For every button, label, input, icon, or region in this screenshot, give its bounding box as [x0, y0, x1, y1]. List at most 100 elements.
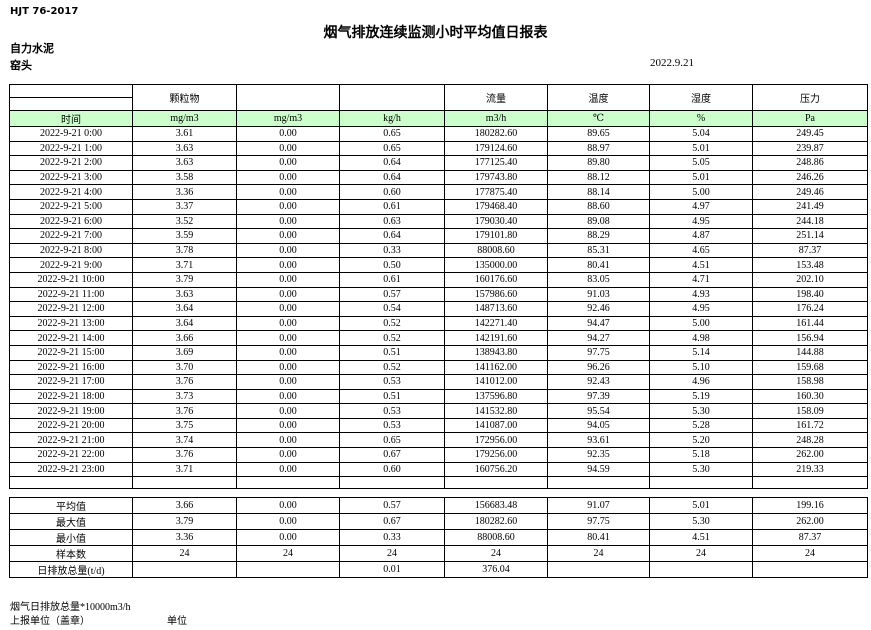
value-cell: 0.53: [339, 403, 445, 419]
row-label-cell: 2022-9-21 21:00: [9, 432, 133, 449]
row-label-cell: 2022-9-21 15:00: [9, 344, 133, 361]
empty-cell: [649, 476, 753, 490]
value-cell: 177875.40: [444, 184, 548, 200]
value-cell: 172956.00: [444, 432, 548, 449]
value-cell: 5.18: [649, 447, 753, 463]
value-cell: 0.50: [339, 257, 445, 273]
value-cell: 92.46: [547, 301, 650, 317]
value-cell: 0.51: [339, 344, 445, 361]
header-empty-cell-bottom: [9, 97, 133, 111]
value-cell: 0.00: [236, 344, 340, 361]
value-cell: 376.04: [444, 561, 548, 579]
value-cell: 3.63: [132, 155, 237, 171]
value-cell: 5.14: [649, 344, 753, 361]
value-cell: 97.75: [547, 344, 650, 361]
value-cell: 0.00: [236, 417, 340, 434]
value-cell: 88.60: [547, 198, 650, 215]
header-group-empty-2: [339, 84, 445, 111]
table-row: 2022-9-21 2:00 3.63 0.00 0.64 177125.40 89.80…: [9, 155, 868, 171]
value-cell: 5.30: [649, 403, 753, 419]
value-cell: 0.57: [339, 286, 445, 303]
value-cell: 158.98: [752, 374, 868, 390]
value-cell: 0.65: [339, 432, 445, 449]
value-cell: 87.37: [752, 529, 868, 547]
value-cell: 157986.60: [444, 286, 548, 303]
row-label-cell: 2022-9-21 19:00: [9, 403, 133, 419]
value-cell: 3.64: [132, 315, 237, 332]
value-cell: 0.00: [236, 374, 340, 390]
value-cell: 3.66: [132, 497, 237, 515]
table-row: 日排放总量(t/d) 0.01 376.04: [9, 561, 868, 579]
value-cell: 202.10: [752, 271, 868, 288]
value-cell: 251.14: [752, 228, 868, 244]
value-cell: 0.00: [236, 228, 340, 244]
value-cell: 88008.60: [444, 529, 548, 547]
value-cell: 5.00: [649, 315, 753, 332]
empty-cell: [444, 476, 548, 490]
summary-table: 平均值 3.66 0.00 0.57 156683.48 91.07 5.01 199.16 最…: [9, 497, 868, 579]
value-cell: 3.78: [132, 242, 237, 259]
value-cell: 0.00: [236, 388, 340, 405]
value-cell: 0.65: [339, 126, 445, 142]
row-label-cell: 2022-9-21 16:00: [9, 359, 133, 376]
value-cell: 0.00: [236, 529, 340, 547]
value-cell: 239.87: [752, 140, 868, 157]
value-cell: 87.37: [752, 242, 868, 259]
value-cell: 246.26: [752, 169, 868, 186]
value-cell: 92.35: [547, 447, 650, 463]
row-label-cell: 2022-9-21 0:00: [9, 126, 133, 142]
value-cell: 0.00: [236, 301, 340, 317]
value-cell: 0.00: [236, 213, 340, 230]
value-cell: 241.49: [752, 198, 868, 215]
value-cell: 0.53: [339, 417, 445, 434]
footer-report-unit-label: 上报单位（盖章）: [10, 616, 90, 627]
value-cell: 138943.80: [444, 344, 548, 361]
value-cell: 0.53: [339, 374, 445, 390]
col-header-unit-kgh: kg/h: [339, 110, 445, 127]
standard-code: HJT 76-2017: [10, 6, 79, 17]
value-cell: 160.30: [752, 388, 868, 405]
value-cell: 5.04: [649, 126, 753, 142]
col-header-unit-m3h: m3/h: [444, 110, 548, 127]
empty-spacer-row: [9, 476, 868, 490]
value-cell: 0.33: [339, 242, 445, 259]
value-cell: 3.63: [132, 140, 237, 157]
value-cell: 24: [339, 545, 445, 563]
value-cell: 179124.60: [444, 140, 548, 157]
value-cell: 0.67: [339, 447, 445, 463]
value-cell: 4.71: [649, 271, 753, 288]
value-cell: 89.80: [547, 155, 650, 171]
row-label-cell: 2022-9-21 12:00: [9, 301, 133, 317]
value-cell: 262.00: [752, 513, 868, 531]
value-cell: 24: [444, 545, 548, 563]
header-empty-cell-top: [9, 84, 133, 98]
value-cell: 180282.60: [444, 513, 548, 531]
row-label-cell: 2022-9-21 17:00: [9, 374, 133, 390]
row-label-cell: 2022-9-21 13:00: [9, 315, 133, 332]
header-group-row: 颗粒物 流量 温度 湿度 压力: [9, 84, 868, 111]
value-cell: 0.00: [236, 242, 340, 259]
value-cell: 24: [752, 545, 868, 563]
row-label-cell: 2022-9-21 8:00: [9, 242, 133, 259]
col-header-unit-percent: %: [649, 110, 753, 127]
value-cell: 179468.40: [444, 198, 548, 215]
col-header-time: 时间: [9, 110, 133, 127]
value-cell: 80.41: [547, 529, 650, 547]
table-row: 最小值 3.36 0.00 0.33 88008.60 80.41 4.51 87.37: [9, 529, 868, 547]
value-cell: 249.46: [752, 184, 868, 200]
footer-total-note: 烟气日排放总量*10000m3/h: [10, 602, 131, 613]
value-cell: 4.93: [649, 286, 753, 303]
value-cell: 88.29: [547, 228, 650, 244]
value-cell: 179101.80: [444, 228, 548, 244]
table-row: 2022-9-21 1:00 3.63 0.00 0.65 179124.60 88.97…: [9, 140, 868, 157]
row-label-cell: 2022-9-21 5:00: [9, 198, 133, 215]
value-cell: 0.63: [339, 213, 445, 230]
table-row: 2022-9-21 14:00 3.66 0.00 0.52 142191.60 94.2…: [9, 330, 868, 346]
value-cell: 4.87: [649, 228, 753, 244]
value-cell: 5.30: [649, 461, 753, 478]
value-cell: 0.00: [236, 330, 340, 346]
header-group-empty-1: [236, 84, 340, 111]
value-cell: 0.00: [236, 184, 340, 200]
table-row: 2022-9-21 7:00 3.59 0.00 0.64 179101.80 88.29…: [9, 228, 868, 244]
value-cell: 94.47: [547, 315, 650, 332]
